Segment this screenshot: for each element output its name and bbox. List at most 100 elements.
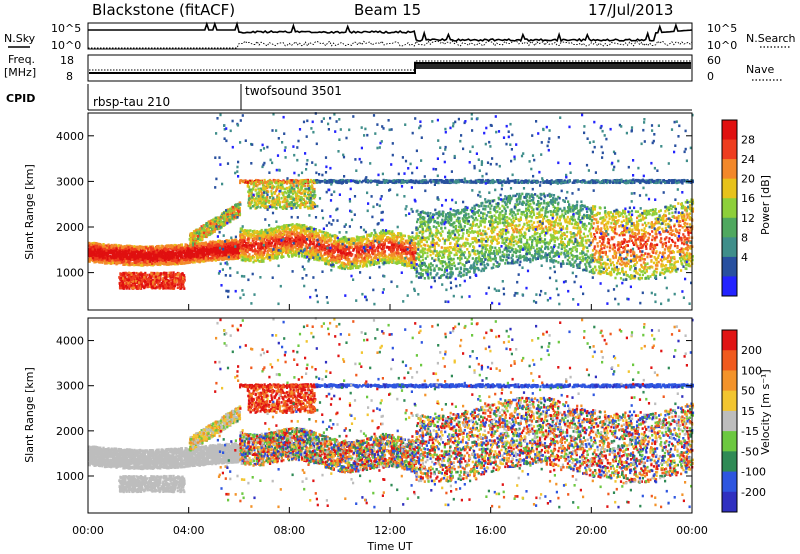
power-cell bbox=[197, 231, 201, 235]
power-cell bbox=[221, 242, 224, 246]
power-cell bbox=[106, 250, 109, 254]
power-cell bbox=[191, 257, 194, 261]
power-cell bbox=[226, 212, 229, 216]
power-cell bbox=[174, 251, 177, 255]
power-cell bbox=[111, 261, 114, 265]
power-cell bbox=[231, 212, 234, 215]
power-cell bbox=[179, 249, 182, 252]
power-cell bbox=[118, 249, 122, 253]
power-cell bbox=[159, 278, 162, 281]
power-cell bbox=[112, 256, 115, 260]
power-cell bbox=[193, 231, 196, 235]
power-cell bbox=[127, 273, 130, 277]
power-cell bbox=[237, 243, 240, 247]
power-cell bbox=[225, 248, 228, 251]
power-cell bbox=[149, 259, 152, 262]
power-cell bbox=[180, 287, 183, 290]
power-cell bbox=[167, 250, 170, 254]
power-cell bbox=[178, 282, 181, 285]
power-cell bbox=[186, 257, 189, 260]
power-cell bbox=[133, 247, 136, 251]
power-cell bbox=[145, 278, 149, 281]
power-cell bbox=[154, 286, 157, 290]
power-cell bbox=[235, 238, 238, 242]
power-cell bbox=[115, 259, 118, 262]
power-cell bbox=[128, 287, 131, 290]
power-cell bbox=[178, 258, 181, 262]
power-cell bbox=[140, 278, 143, 281]
power-cell bbox=[192, 234, 195, 237]
power-cell bbox=[186, 249, 189, 253]
power-cell bbox=[123, 250, 126, 254]
power-cell bbox=[210, 256, 213, 260]
power-cell bbox=[89, 257, 92, 260]
power-cell bbox=[234, 253, 237, 257]
power-cell bbox=[203, 242, 206, 245]
power-cell bbox=[269, 248, 272, 251]
power-cell bbox=[132, 286, 135, 290]
power-cell bbox=[224, 213, 227, 217]
power-cell bbox=[180, 280, 183, 283]
power-cell bbox=[169, 245, 172, 249]
power-cell bbox=[188, 255, 191, 259]
power-cell bbox=[383, 252, 386, 256]
power-cell bbox=[195, 231, 199, 235]
power-cell bbox=[130, 273, 133, 277]
power-cell bbox=[137, 279, 141, 282]
power-cell bbox=[253, 230, 256, 234]
power-cell bbox=[313, 243, 316, 246]
power-cell bbox=[127, 281, 130, 285]
power-cell bbox=[224, 246, 227, 249]
power-cell bbox=[158, 257, 161, 261]
power-cell bbox=[163, 248, 166, 251]
power-cell bbox=[193, 247, 197, 250]
power-cell bbox=[136, 287, 139, 290]
power-cell bbox=[173, 278, 176, 282]
power-cell bbox=[144, 260, 147, 264]
power-cell bbox=[130, 245, 133, 248]
power-cell bbox=[191, 236, 194, 239]
power-cell bbox=[217, 219, 220, 223]
power-cell bbox=[97, 260, 101, 264]
power-cell bbox=[382, 245, 385, 249]
power-cell bbox=[110, 251, 113, 255]
power-cell bbox=[303, 254, 306, 258]
power-cell bbox=[118, 276, 121, 279]
power-cell bbox=[136, 248, 139, 251]
power-cell bbox=[148, 273, 151, 277]
power-cell bbox=[230, 246, 233, 250]
power-cell bbox=[211, 248, 214, 252]
power-cell bbox=[372, 234, 375, 237]
power-cell bbox=[229, 216, 232, 220]
power-cell bbox=[185, 248, 188, 251]
power-cell bbox=[210, 224, 213, 228]
power-cell bbox=[110, 258, 113, 261]
power-cell bbox=[145, 258, 148, 262]
power-cell bbox=[157, 256, 160, 259]
power-cell bbox=[187, 258, 190, 261]
power-cell bbox=[201, 237, 204, 241]
power-cell bbox=[125, 281, 128, 285]
power-cell bbox=[164, 252, 167, 255]
power-cell bbox=[91, 258, 94, 262]
power-cell bbox=[104, 251, 107, 254]
power-cell bbox=[233, 210, 236, 214]
power-cell bbox=[256, 230, 259, 233]
power-cell bbox=[184, 252, 187, 256]
power-cell bbox=[183, 274, 186, 277]
power-cell bbox=[233, 250, 236, 253]
power-cell bbox=[112, 251, 115, 255]
power-cell bbox=[291, 226, 294, 230]
power-cell bbox=[139, 258, 142, 261]
power-cell bbox=[122, 284, 125, 287]
power-cell bbox=[382, 242, 385, 246]
power-cell bbox=[257, 230, 261, 234]
power-cell bbox=[111, 259, 115, 263]
power-cell bbox=[202, 231, 206, 235]
power-cell bbox=[328, 243, 331, 247]
power-cell bbox=[198, 260, 202, 264]
power-cell bbox=[217, 258, 220, 261]
power-cell bbox=[295, 223, 298, 226]
power-cell bbox=[152, 280, 155, 284]
freq-label-line1: Freq. bbox=[8, 53, 35, 66]
